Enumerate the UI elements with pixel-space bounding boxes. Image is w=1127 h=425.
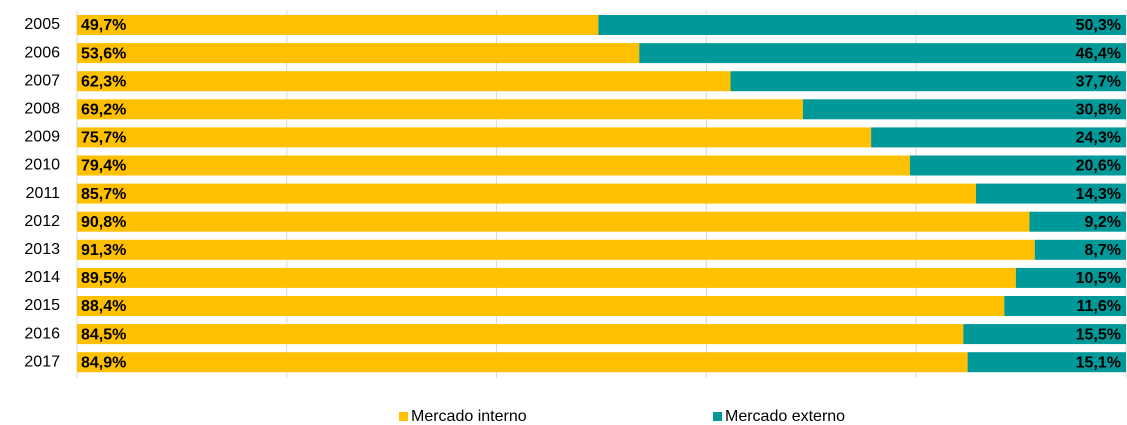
bar-segment [77,183,976,204]
bar-segment [975,183,1126,204]
bar-segment [77,296,1005,316]
bar-segment [77,267,1016,288]
data-label: 50,3% [1076,17,1121,34]
y-tick-label: 2008 [24,101,60,118]
data-label: 53,6% [81,45,126,62]
bar-segment [1004,296,1126,316]
legend-label: Mercado interno [411,408,527,425]
data-label: 62,3% [81,73,126,90]
y-tick-label: 2014 [24,269,60,286]
data-label: 30,8% [1076,102,1121,119]
data-label: 79,4% [81,158,126,175]
bar-segment [967,352,1126,373]
y-tick-label: 2005 [24,16,60,33]
bar-segment [77,155,910,176]
data-label: 84,9% [81,354,126,371]
data-label: 49,7% [81,17,126,34]
bar-segment [77,127,872,148]
data-label: 75,7% [81,130,126,147]
y-tick-label: 2015 [24,297,60,314]
data-label: 85,7% [81,186,126,203]
bar-segment [77,99,803,120]
data-label: 84,5% [81,326,126,343]
data-label: 24,3% [1076,130,1121,147]
bar-segment [598,15,1126,35]
bar-segment [639,43,1126,64]
bar-segment [77,43,640,64]
y-tick-label: 2012 [24,213,60,230]
data-label: 9,2% [1085,214,1121,231]
data-label: 88,4% [81,298,126,315]
data-label: 15,1% [1076,354,1121,371]
y-tick-label: 2010 [24,157,60,174]
bar-segment [77,71,731,92]
legend-label: Mercado externo [725,408,845,425]
data-label: 14,3% [1076,186,1121,203]
bar-segment [77,211,1030,232]
data-label: 20,6% [1076,158,1121,175]
y-tick-label: 2016 [24,325,60,342]
data-label: 15,5% [1076,326,1121,343]
bar-segment [909,155,1126,176]
legend-swatch [399,412,408,421]
y-tick-label: 2011 [26,185,61,202]
data-label: 8,7% [1085,242,1121,259]
data-label: 11,6% [1077,298,1121,315]
data-label: 91,3% [81,242,126,259]
bar-segment [1034,239,1126,260]
bar-segment [1015,267,1126,288]
data-label: 69,2% [81,102,126,119]
bar-segment [802,99,1126,120]
bar-segment [77,352,968,373]
data-label: 89,5% [81,270,126,287]
bar-segment [77,324,964,345]
bar-segment [77,239,1035,260]
y-tick-label: 2009 [24,129,60,146]
y-tick-label: 2013 [24,241,60,258]
y-tick-label: 2017 [24,353,60,370]
bar-segment [963,324,1126,345]
data-label: 90,8% [81,214,126,231]
bar-segment [1029,211,1126,232]
data-label: 37,7% [1076,73,1121,90]
y-tick-label: 2006 [24,44,60,61]
data-label: 46,4% [1076,45,1121,62]
legend-swatch [713,412,722,421]
y-tick-label: 2007 [24,72,60,89]
bar-segment [730,71,1126,92]
bar-segment [77,15,599,35]
data-label: 10,5% [1076,270,1121,287]
bar-segment [871,127,1126,148]
